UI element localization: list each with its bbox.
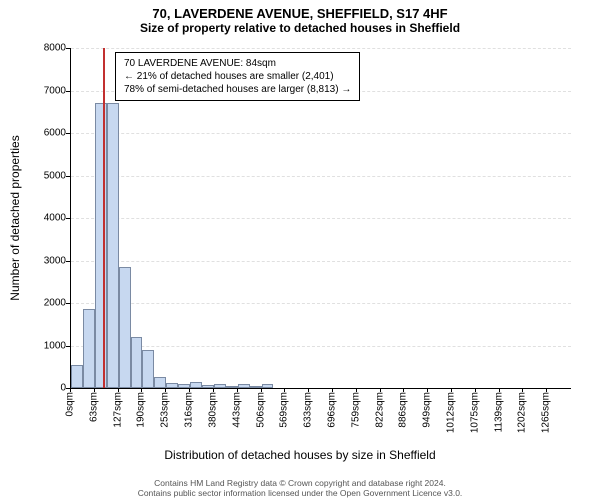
histogram-bar: [238, 384, 250, 388]
x-tick-label: 633sqm: [303, 392, 314, 428]
x-tick-label: 127sqm: [112, 392, 123, 428]
x-tick-label: 696sqm: [326, 392, 337, 428]
histogram-bar: [119, 267, 131, 388]
histogram-bar: [83, 309, 95, 388]
y-tick-label: 1000: [26, 340, 66, 351]
chart-title-main: 70, LAVERDENE AVENUE, SHEFFIELD, S17 4HF: [0, 0, 600, 21]
histogram-bar: [142, 350, 154, 388]
x-tick-label: 253sqm: [160, 392, 171, 428]
histogram-bar: [154, 377, 166, 388]
y-tick-label: 8000: [26, 43, 66, 54]
x-tick-label: 316sqm: [184, 392, 195, 428]
y-tick-label: 4000: [26, 213, 66, 224]
x-tick-label: 506sqm: [255, 392, 266, 428]
x-tick-label: 1012sqm: [446, 392, 457, 433]
x-tick-label: 759sqm: [350, 392, 361, 428]
info-box: 70 LAVERDENE AVENUE: 84sqm ← 21% of deta…: [115, 52, 360, 101]
x-tick-label: 886sqm: [398, 392, 409, 428]
y-tick-label: 0: [26, 383, 66, 394]
x-tick-label: 1202sqm: [517, 392, 528, 433]
info-line: 70 LAVERDENE AVENUE: 84sqm: [124, 57, 351, 70]
histogram-bar: [71, 365, 83, 388]
x-tick-label: 190sqm: [136, 392, 147, 428]
y-tick-label: 3000: [26, 255, 66, 266]
histogram-bar: [107, 103, 119, 388]
x-tick-label: 443sqm: [231, 392, 242, 428]
x-tick-label: 949sqm: [422, 392, 433, 428]
histogram-bar: [262, 384, 274, 388]
x-tick-label: 1139sqm: [493, 392, 504, 432]
x-tick-label: 0sqm: [65, 392, 76, 416]
y-tick-label: 6000: [26, 128, 66, 139]
x-tick-label: 569sqm: [279, 392, 290, 428]
x-tick-label: 1265sqm: [541, 392, 552, 433]
y-axis-label: Number of detached properties: [8, 135, 22, 300]
y-tick-label: 5000: [26, 170, 66, 181]
chart-footer: Contains HM Land Registry data © Crown c…: [0, 478, 600, 498]
property-marker-line: [103, 48, 105, 388]
histogram-bar: [131, 337, 143, 388]
x-tick-label: 822sqm: [374, 392, 385, 428]
info-line: 78% of semi-detached houses are larger (…: [124, 83, 351, 96]
x-tick-label: 63sqm: [88, 392, 99, 422]
histogram-bar: [214, 384, 226, 388]
footer-line: Contains public sector information licen…: [0, 488, 600, 498]
y-tick-label: 7000: [26, 85, 66, 96]
histogram-bar: [166, 383, 178, 388]
info-line: ← 21% of detached houses are smaller (2,…: [124, 70, 351, 83]
x-tick-label: 380sqm: [207, 392, 218, 428]
histogram-bar: [190, 382, 202, 388]
y-tick-label: 2000: [26, 298, 66, 309]
x-tick-label: 1075sqm: [469, 392, 480, 433]
x-axis-label: Distribution of detached houses by size …: [0, 448, 600, 462]
histogram-bar: [95, 103, 107, 388]
chart-title-sub: Size of property relative to detached ho…: [0, 21, 600, 39]
footer-line: Contains HM Land Registry data © Crown c…: [0, 478, 600, 488]
histogram-chart: 70, LAVERDENE AVENUE, SHEFFIELD, S17 4HF…: [0, 0, 600, 500]
